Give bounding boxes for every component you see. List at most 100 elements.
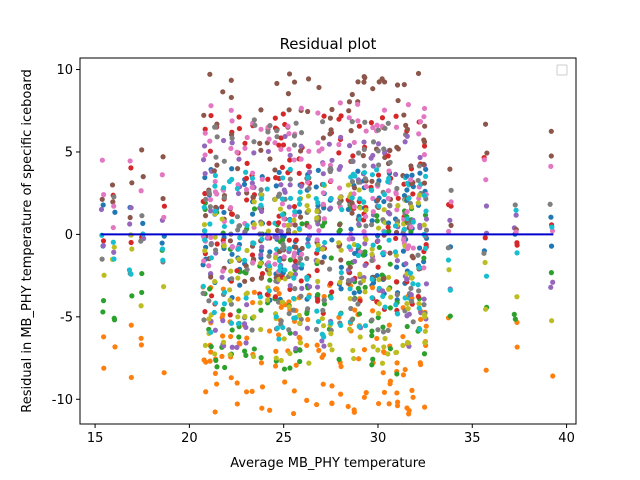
scatter-point [326,141,332,147]
scatter-point [227,297,233,303]
scatter-point [550,373,556,379]
scatter-point [299,285,305,291]
scatter-point [336,200,342,206]
scatter-point [299,262,305,268]
scatter-point [229,276,235,282]
scatter-point [229,327,235,333]
scatter-point [328,280,334,286]
scatter-point [369,328,375,334]
scatter-point [208,242,214,248]
scatter-point [259,405,265,411]
scatter-point [394,403,401,409]
scatter-point [298,143,304,149]
scatter-point [129,180,135,186]
scatter-point [338,322,344,328]
scatter-point [369,308,376,314]
scatter-point [305,243,311,249]
scatter-point [380,329,387,335]
scatter-point [281,216,287,222]
scatter-point [236,334,242,340]
scatter-point [547,201,553,207]
x-tick-label: 35 [464,431,481,446]
scatter-point [385,224,391,230]
scatter-point [338,286,344,292]
scatter-point [422,340,428,346]
plot-frame [79,57,577,425]
scatter-point [110,199,116,205]
scatter-point [227,312,233,318]
scatter-point [111,256,117,262]
scatter-point [200,290,206,296]
scatter-point [336,222,343,228]
scatter-point [416,245,423,251]
scatter-point [404,173,410,179]
scatter-point [159,172,165,178]
scatter-point [410,394,416,400]
scatter-point [355,301,361,307]
scatter-point [369,218,375,224]
scatter-point [375,264,381,270]
scatter-point [292,209,298,215]
scatter-point [338,247,344,253]
scatter-point [250,194,256,200]
scatter-point [409,387,415,393]
scatter-point [249,180,255,186]
scatter-point [407,270,414,276]
scatter-point [273,183,279,189]
scatter-point [548,153,554,159]
scatter-point [387,159,393,166]
scatter-point [273,314,279,320]
scatter-point [279,196,285,202]
scatter-point [406,311,412,317]
scatter-point [214,134,220,140]
scatter-point [422,404,428,410]
scatter-point [447,166,453,172]
scatter-point [421,296,427,302]
scatter-point [298,293,304,299]
scatter-point [482,235,488,241]
scatter-point [296,201,303,207]
scatter-point [221,223,227,230]
scatter-point [316,347,322,353]
scatter-point [112,344,118,350]
scatter-point [328,255,334,261]
scatter-point [305,306,311,312]
scatter-point [244,335,250,341]
scatter-point [320,171,326,177]
scatter-point [292,330,298,336]
scatter-point [448,222,454,228]
scatter-point [220,268,226,274]
scatter-point [276,191,283,197]
scatter-point [381,229,388,235]
scatter-point [228,145,234,152]
scatter-point [400,248,407,254]
scatter-point [395,195,401,201]
scatter-point [304,202,310,209]
scatter-point [220,339,227,345]
scatter-point [394,371,400,377]
scatter-point [421,139,428,145]
scatter-point [258,192,264,198]
scatter-point [368,222,375,228]
scatter-point [514,250,520,256]
scatter-point [483,273,490,279]
scatter-point [214,241,220,247]
scatter-point [208,103,214,109]
scatter-point [287,176,293,182]
scatter-point [243,340,249,346]
scatter-point [207,197,214,203]
scatter-point [305,108,311,115]
scatter-point [298,183,304,189]
scatter-point [110,239,116,245]
scatter-point [286,304,292,310]
scatter-point [251,206,258,212]
scatter-point [202,213,209,219]
scatter-point [138,238,144,244]
scatter-point [404,405,410,411]
scatter-point [304,342,310,349]
scatter-point [259,384,266,390]
scatter-point [380,324,386,330]
scatter-point [286,204,292,210]
scatter-point [315,318,321,325]
scatter-point [286,107,292,113]
